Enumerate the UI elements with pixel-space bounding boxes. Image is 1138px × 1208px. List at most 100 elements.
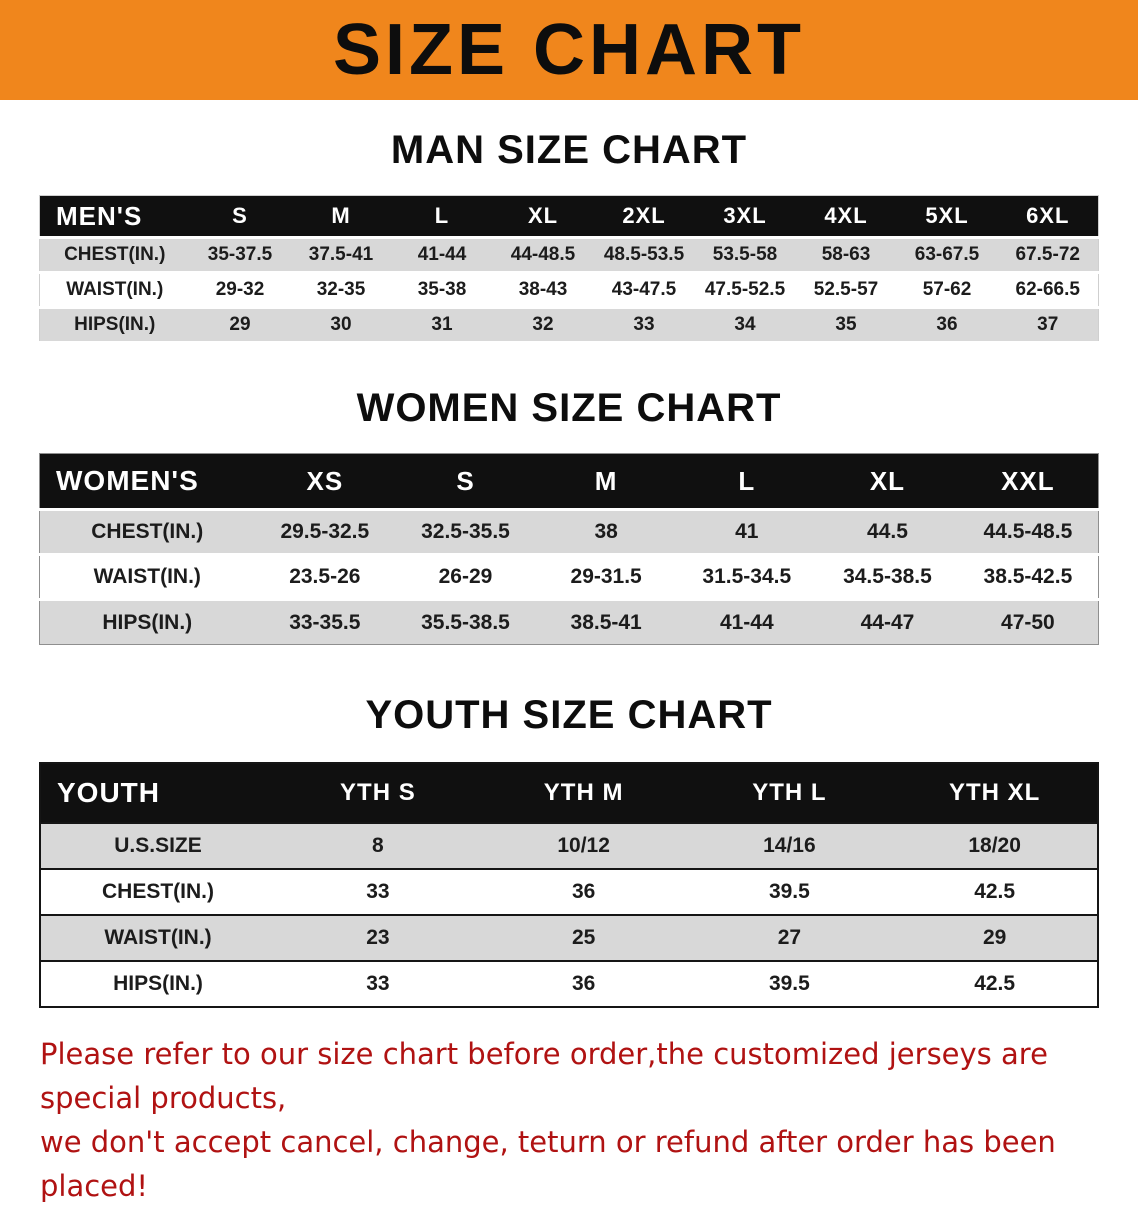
size-column-header: YTH M — [480, 763, 687, 823]
size-value-cell: 32-35 — [316, 279, 366, 300]
size-value-cell: 25 — [571, 926, 596, 949]
size-value-cell: 29.5-32.5 — [280, 520, 370, 543]
size-value-cell: 53.5-58 — [712, 244, 778, 265]
table-row: CHEST(IN.) 29.5-32.5 32.5-35.5 38 41 44.5 44.5… — [39, 509, 1099, 555]
size-value-cell: 32 — [532, 314, 554, 335]
size-value-cell: 57-62 — [922, 279, 972, 300]
size-value-cell: 27 — [777, 926, 802, 949]
size-value-cell: 38-43 — [518, 279, 568, 300]
size-value-cell: 58-63 — [821, 244, 871, 265]
women-section-heading: WOMEN SIZE CHART — [356, 386, 782, 430]
size-value-cell: 35-38 — [417, 279, 467, 300]
size-column-header: L — [391, 195, 493, 238]
row-label-cell: WAIST(IN.) — [104, 926, 212, 949]
size-value-cell: 8 — [372, 834, 384, 857]
table-row: HIPS(IN.) 33 36 39.5 42.5 — [40, 961, 1098, 1007]
size-value-cell: 41 — [735, 520, 759, 543]
size-column-header: YTH XL — [892, 763, 1098, 823]
table-row: HIPS(IN.) 29 30 31 32 33 34 35 36 37 — [39, 307, 1099, 343]
size-value-cell: 67.5-72 — [1015, 244, 1080, 265]
table-body: CHEST(IN.) 35-37.5 37.5-41 41-44 44-48.5 48.5… — [39, 237, 1099, 343]
size-value-cell: 33-35.5 — [289, 610, 361, 634]
size-value-cell: 31.5-34.5 — [702, 565, 792, 588]
size-value-cell: 35.5-38.5 — [421, 610, 510, 634]
size-value-cell: 44-47 — [860, 610, 915, 634]
men-section-heading: MAN SIZE CHART — [390, 128, 748, 172]
size-value-cell: 33 — [633, 314, 655, 335]
youth-section-heading: YOUTH SIZE CHART — [365, 693, 773, 737]
table-body: U.S.SIZE 8 10/12 14/16 18/20 CHEST(IN.) 33 36 39… — [40, 823, 1098, 1007]
size-column-header: 6XL — [997, 195, 1099, 238]
men-size-table: MEN'S S M L XL 2XL 3XL 4XL 5XL 6XL CHEST(IN.) 35-3… — [39, 195, 1099, 344]
size-column-header: 5XL — [896, 195, 998, 238]
table-row: CHEST(IN.) 33 36 39.5 42.5 — [40, 869, 1098, 915]
size-value-cell: 47-50 — [1001, 610, 1055, 634]
table-row: CHEST(IN.) 35-37.5 37.5-41 41-44 44-48.5 48.5… — [39, 237, 1099, 273]
banner-title: SIZE CHART — [333, 10, 805, 90]
size-column-header: 2XL — [593, 195, 695, 238]
table-title-cell: WOMEN'S — [39, 453, 255, 510]
size-value-cell: 31 — [431, 314, 453, 335]
size-value-cell: 38 — [594, 520, 618, 543]
table-header-row: YOUTH YTH S YTH M YTH L YTH XL — [40, 763, 1098, 823]
size-column-header: XL — [492, 195, 594, 238]
size-value-cell: 62-66.5 — [1015, 279, 1080, 300]
table-row: U.S.SIZE 8 10/12 14/16 18/20 — [40, 823, 1098, 869]
row-label-cell: CHEST(IN.) — [102, 880, 214, 903]
size-column-header: 3XL — [694, 195, 796, 238]
disclaimer-note: Please refer to our size chart before or… — [40, 1032, 1100, 1208]
row-label-cell: U.S.SIZE — [114, 834, 202, 857]
size-value-cell: 38.5-42.5 — [983, 565, 1073, 588]
table-header-row: WOMEN'S XS S M L XL XXL — [39, 453, 1099, 510]
row-label-cell: CHEST(IN.) — [64, 244, 166, 265]
size-value-cell: 36 — [571, 880, 596, 903]
size-value-cell: 44.5-48.5 — [983, 520, 1073, 543]
note-line-1: Please refer to our size chart before or… — [40, 1037, 1048, 1116]
table-row: WAIST(IN.) 23 25 27 29 — [40, 915, 1098, 961]
size-value-cell: 36 — [571, 972, 596, 995]
size-value-cell: 43-47.5 — [611, 279, 677, 300]
size-value-cell: 41-44 — [719, 610, 774, 634]
size-value-cell: 33 — [366, 972, 390, 995]
row-label-cell: HIPS(IN.) — [113, 972, 203, 995]
size-value-cell: 23 — [366, 926, 390, 949]
size-value-cell: 35 — [835, 314, 857, 335]
size-column-header: YTH S — [275, 763, 481, 823]
size-value-cell: 52.5-57 — [813, 279, 879, 300]
row-label-cell: WAIST(IN.) — [93, 565, 201, 588]
size-value-cell: 44-48.5 — [510, 244, 576, 265]
size-value-cell: 42.5 — [974, 880, 1016, 903]
size-column-header: XS — [254, 453, 396, 510]
table-header-row: MEN'S S M L XL 2XL 3XL 4XL 5XL 6XL — [39, 195, 1099, 238]
size-value-cell: 44.5 — [867, 520, 908, 543]
size-column-header: M — [290, 195, 392, 238]
table-title-cell: YOUTH — [40, 763, 275, 823]
size-column-header: S — [395, 453, 536, 510]
size-value-cell: 33 — [366, 880, 390, 903]
size-value-cell: 14/16 — [763, 834, 816, 857]
size-value-cell: 39.5 — [768, 880, 810, 903]
size-value-cell: 48.5-53.5 — [603, 244, 685, 265]
size-value-cell: 41-44 — [417, 244, 467, 265]
size-value-cell: 18/20 — [968, 834, 1021, 857]
note-line-2: we don't accept cancel, change, teturn o… — [40, 1125, 1056, 1204]
table-row: HIPS(IN.) 33-35.5 35.5-38.5 38.5-41 41-44 44-… — [39, 599, 1099, 645]
size-value-cell: 37.5-41 — [308, 244, 374, 265]
size-value-cell: 63-67.5 — [914, 244, 980, 265]
size-column-header: YTH L — [686, 763, 893, 823]
size-column-header: M — [535, 453, 677, 510]
table-row: WAIST(IN.) 23.5-26 26-29 29-31.5 31.5-34.5 34… — [39, 555, 1099, 600]
row-label-cell: CHEST(IN.) — [91, 520, 204, 543]
size-value-cell: 35-37.5 — [207, 244, 273, 265]
size-value-cell: 29-31.5 — [570, 565, 642, 588]
size-value-cell: 47.5-52.5 — [704, 279, 786, 300]
size-value-cell: 34 — [734, 314, 756, 335]
women-size-table: WOMEN'S XS S M L XL XXL CHEST(IN.) 29.5-32.5 32.… — [39, 453, 1099, 645]
youth-size-table: YOUTH YTH S YTH M YTH L YTH XL U.S.SIZE 8 10/1… — [39, 762, 1099, 1008]
size-value-cell: 42.5 — [974, 972, 1016, 995]
size-column-header: S — [189, 195, 291, 238]
size-value-cell: 29 — [982, 926, 1007, 949]
size-value-cell: 36 — [936, 314, 958, 335]
size-value-cell: 10/12 — [557, 834, 610, 857]
row-label-cell: WAIST(IN.) — [66, 279, 164, 300]
